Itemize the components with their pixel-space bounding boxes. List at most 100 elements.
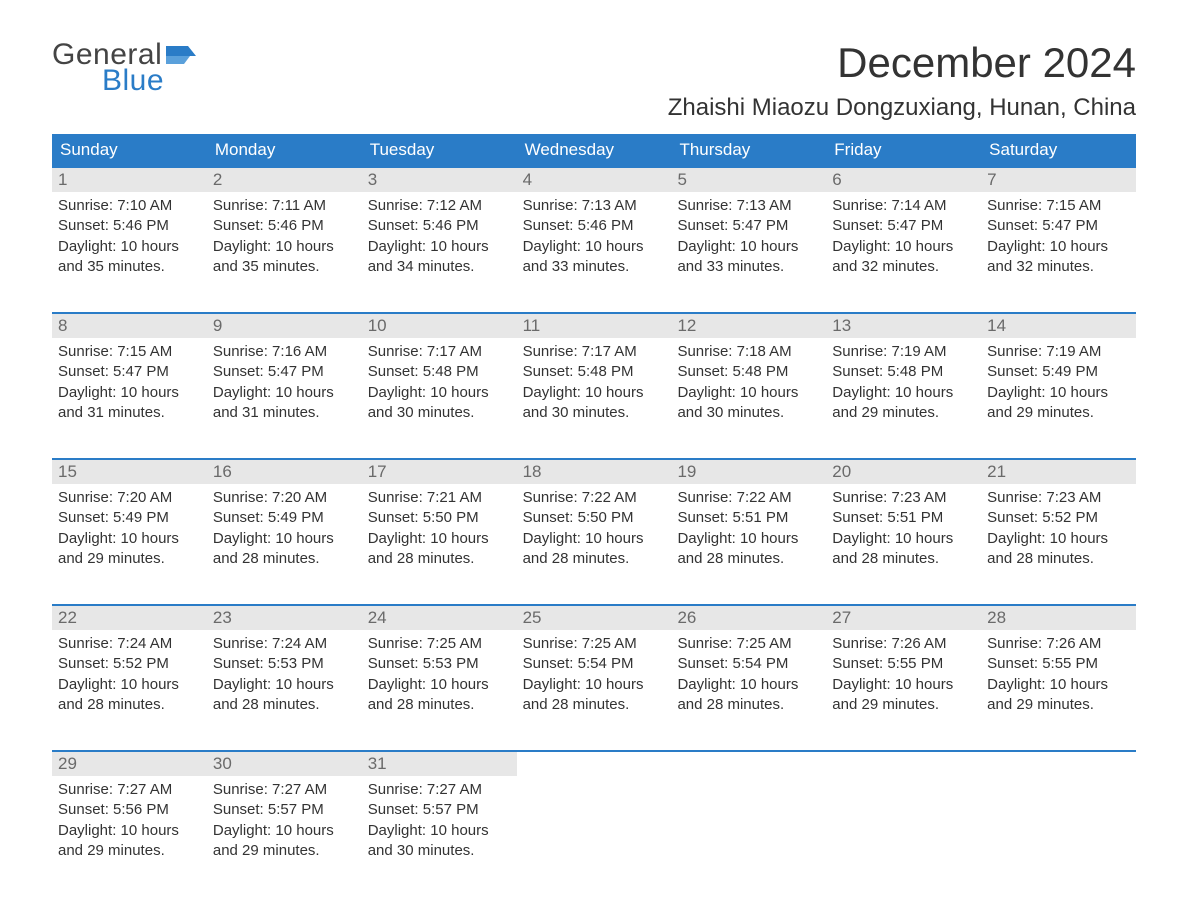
- day-number: 11: [517, 314, 672, 338]
- day-line: and 30 minutes.: [368, 841, 511, 861]
- day-number: 5: [671, 168, 826, 192]
- day-cell: 16Sunrise: 7:20 AMSunset: 5:49 PMDayligh…: [207, 460, 362, 592]
- day-line: Daylight: 10 hours: [523, 675, 666, 695]
- day-cell: 23Sunrise: 7:24 AMSunset: 5:53 PMDayligh…: [207, 606, 362, 738]
- day-number: 10: [362, 314, 517, 338]
- day-cell: 29Sunrise: 7:27 AMSunset: 5:56 PMDayligh…: [52, 752, 207, 867]
- day-line: Daylight: 10 hours: [832, 675, 975, 695]
- day-body: Sunrise: 7:17 AMSunset: 5:48 PMDaylight:…: [517, 338, 672, 446]
- day-cell: 19Sunrise: 7:22 AMSunset: 5:51 PMDayligh…: [671, 460, 826, 592]
- day-body: Sunrise: 7:25 AMSunset: 5:53 PMDaylight:…: [362, 630, 517, 738]
- day-body: [517, 756, 672, 836]
- day-line: and 34 minutes.: [368, 257, 511, 277]
- day-number: 14: [981, 314, 1136, 338]
- day-line: and 28 minutes.: [523, 695, 666, 715]
- day-body: Sunrise: 7:13 AMSunset: 5:47 PMDaylight:…: [671, 192, 826, 300]
- day-body: [826, 756, 981, 836]
- day-line: and 29 minutes.: [832, 695, 975, 715]
- day-line: Sunset: 5:48 PM: [832, 362, 975, 382]
- day-line: Daylight: 10 hours: [987, 529, 1130, 549]
- day-cell: 15Sunrise: 7:20 AMSunset: 5:49 PMDayligh…: [52, 460, 207, 592]
- title-block: December 2024 Zhaishi Miaozu Dongzuxiang…: [668, 40, 1136, 122]
- day-cell: 17Sunrise: 7:21 AMSunset: 5:50 PMDayligh…: [362, 460, 517, 592]
- day-line: Sunset: 5:47 PM: [213, 362, 356, 382]
- day-line: and 28 minutes.: [677, 695, 820, 715]
- day-line: Daylight: 10 hours: [368, 237, 511, 257]
- day-cell: 7Sunrise: 7:15 AMSunset: 5:47 PMDaylight…: [981, 168, 1136, 300]
- day-line: Sunset: 5:48 PM: [677, 362, 820, 382]
- day-number: 23: [207, 606, 362, 630]
- day-number: 12: [671, 314, 826, 338]
- day-line: Sunset: 5:46 PM: [523, 216, 666, 236]
- day-line: Sunset: 5:51 PM: [677, 508, 820, 528]
- day-body: Sunrise: 7:16 AMSunset: 5:47 PMDaylight:…: [207, 338, 362, 446]
- day-line: Sunrise: 7:20 AM: [58, 488, 201, 508]
- day-line: Sunrise: 7:10 AM: [58, 196, 201, 216]
- day-line: Sunrise: 7:25 AM: [523, 634, 666, 654]
- day-line: Daylight: 10 hours: [987, 675, 1130, 695]
- day-cell: 27Sunrise: 7:26 AMSunset: 5:55 PMDayligh…: [826, 606, 981, 738]
- day-line: Sunset: 5:55 PM: [987, 654, 1130, 674]
- day-line: Sunrise: 7:19 AM: [987, 342, 1130, 362]
- day-body: Sunrise: 7:24 AMSunset: 5:52 PMDaylight:…: [52, 630, 207, 738]
- day-line: and 28 minutes.: [832, 549, 975, 569]
- day-cell: 6Sunrise: 7:14 AMSunset: 5:47 PMDaylight…: [826, 168, 981, 300]
- weeks-container: 1Sunrise: 7:10 AMSunset: 5:46 PMDaylight…: [52, 166, 1136, 867]
- day-line: Sunset: 5:49 PM: [213, 508, 356, 528]
- day-number: 20: [826, 460, 981, 484]
- day-number: 17: [362, 460, 517, 484]
- day-line: and 29 minutes.: [987, 695, 1130, 715]
- day-line: Sunset: 5:49 PM: [987, 362, 1130, 382]
- day-line: Sunset: 5:57 PM: [213, 800, 356, 820]
- day-line: Sunrise: 7:23 AM: [987, 488, 1130, 508]
- day-number: 28: [981, 606, 1136, 630]
- day-number: 1: [52, 168, 207, 192]
- day-line: Daylight: 10 hours: [213, 529, 356, 549]
- day-line: Sunrise: 7:22 AM: [677, 488, 820, 508]
- day-number: 2: [207, 168, 362, 192]
- day-line: Daylight: 10 hours: [368, 675, 511, 695]
- day-line: Sunrise: 7:26 AM: [987, 634, 1130, 654]
- day-line: Sunrise: 7:26 AM: [832, 634, 975, 654]
- location: Zhaishi Miaozu Dongzuxiang, Hunan, China: [668, 94, 1136, 122]
- day-line: Daylight: 10 hours: [213, 821, 356, 841]
- day-line: and 29 minutes.: [987, 403, 1130, 423]
- day-line: and 29 minutes.: [213, 841, 356, 861]
- day-number: 21: [981, 460, 1136, 484]
- day-body: Sunrise: 7:22 AMSunset: 5:51 PMDaylight:…: [671, 484, 826, 592]
- day-number: 31: [362, 752, 517, 776]
- day-number: 7: [981, 168, 1136, 192]
- day-line: Sunrise: 7:14 AM: [832, 196, 975, 216]
- day-number: 13: [826, 314, 981, 338]
- day-line: Sunrise: 7:19 AM: [832, 342, 975, 362]
- day-line: Sunset: 5:55 PM: [832, 654, 975, 674]
- day-cell: 26Sunrise: 7:25 AMSunset: 5:54 PMDayligh…: [671, 606, 826, 738]
- day-number: 3: [362, 168, 517, 192]
- day-cell: [517, 752, 672, 867]
- day-line: Daylight: 10 hours: [368, 821, 511, 841]
- day-line: and 28 minutes.: [213, 549, 356, 569]
- brand-blue: Blue: [102, 66, 164, 96]
- day-line: Sunset: 5:47 PM: [677, 216, 820, 236]
- day-line: Sunset: 5:56 PM: [58, 800, 201, 820]
- day-number: 19: [671, 460, 826, 484]
- day-cell: 1Sunrise: 7:10 AMSunset: 5:46 PMDaylight…: [52, 168, 207, 300]
- day-line: Sunrise: 7:22 AM: [523, 488, 666, 508]
- day-line: Daylight: 10 hours: [832, 237, 975, 257]
- day-line: and 28 minutes.: [677, 549, 820, 569]
- day-line: and 28 minutes.: [523, 549, 666, 569]
- day-line: Daylight: 10 hours: [987, 383, 1130, 403]
- day-body: Sunrise: 7:27 AMSunset: 5:57 PMDaylight:…: [207, 776, 362, 867]
- day-line: Sunrise: 7:17 AM: [523, 342, 666, 362]
- day-body: Sunrise: 7:15 AMSunset: 5:47 PMDaylight:…: [52, 338, 207, 446]
- day-line: Sunset: 5:46 PM: [58, 216, 201, 236]
- day-line: and 31 minutes.: [213, 403, 356, 423]
- day-line: Sunset: 5:50 PM: [368, 508, 511, 528]
- week-row: 15Sunrise: 7:20 AMSunset: 5:49 PMDayligh…: [52, 458, 1136, 592]
- day-line: Sunset: 5:53 PM: [213, 654, 356, 674]
- day-body: Sunrise: 7:15 AMSunset: 5:47 PMDaylight:…: [981, 192, 1136, 300]
- day-cell: 31Sunrise: 7:27 AMSunset: 5:57 PMDayligh…: [362, 752, 517, 867]
- day-line: Daylight: 10 hours: [58, 675, 201, 695]
- day-line: Sunset: 5:54 PM: [523, 654, 666, 674]
- day-body: Sunrise: 7:26 AMSunset: 5:55 PMDaylight:…: [981, 630, 1136, 738]
